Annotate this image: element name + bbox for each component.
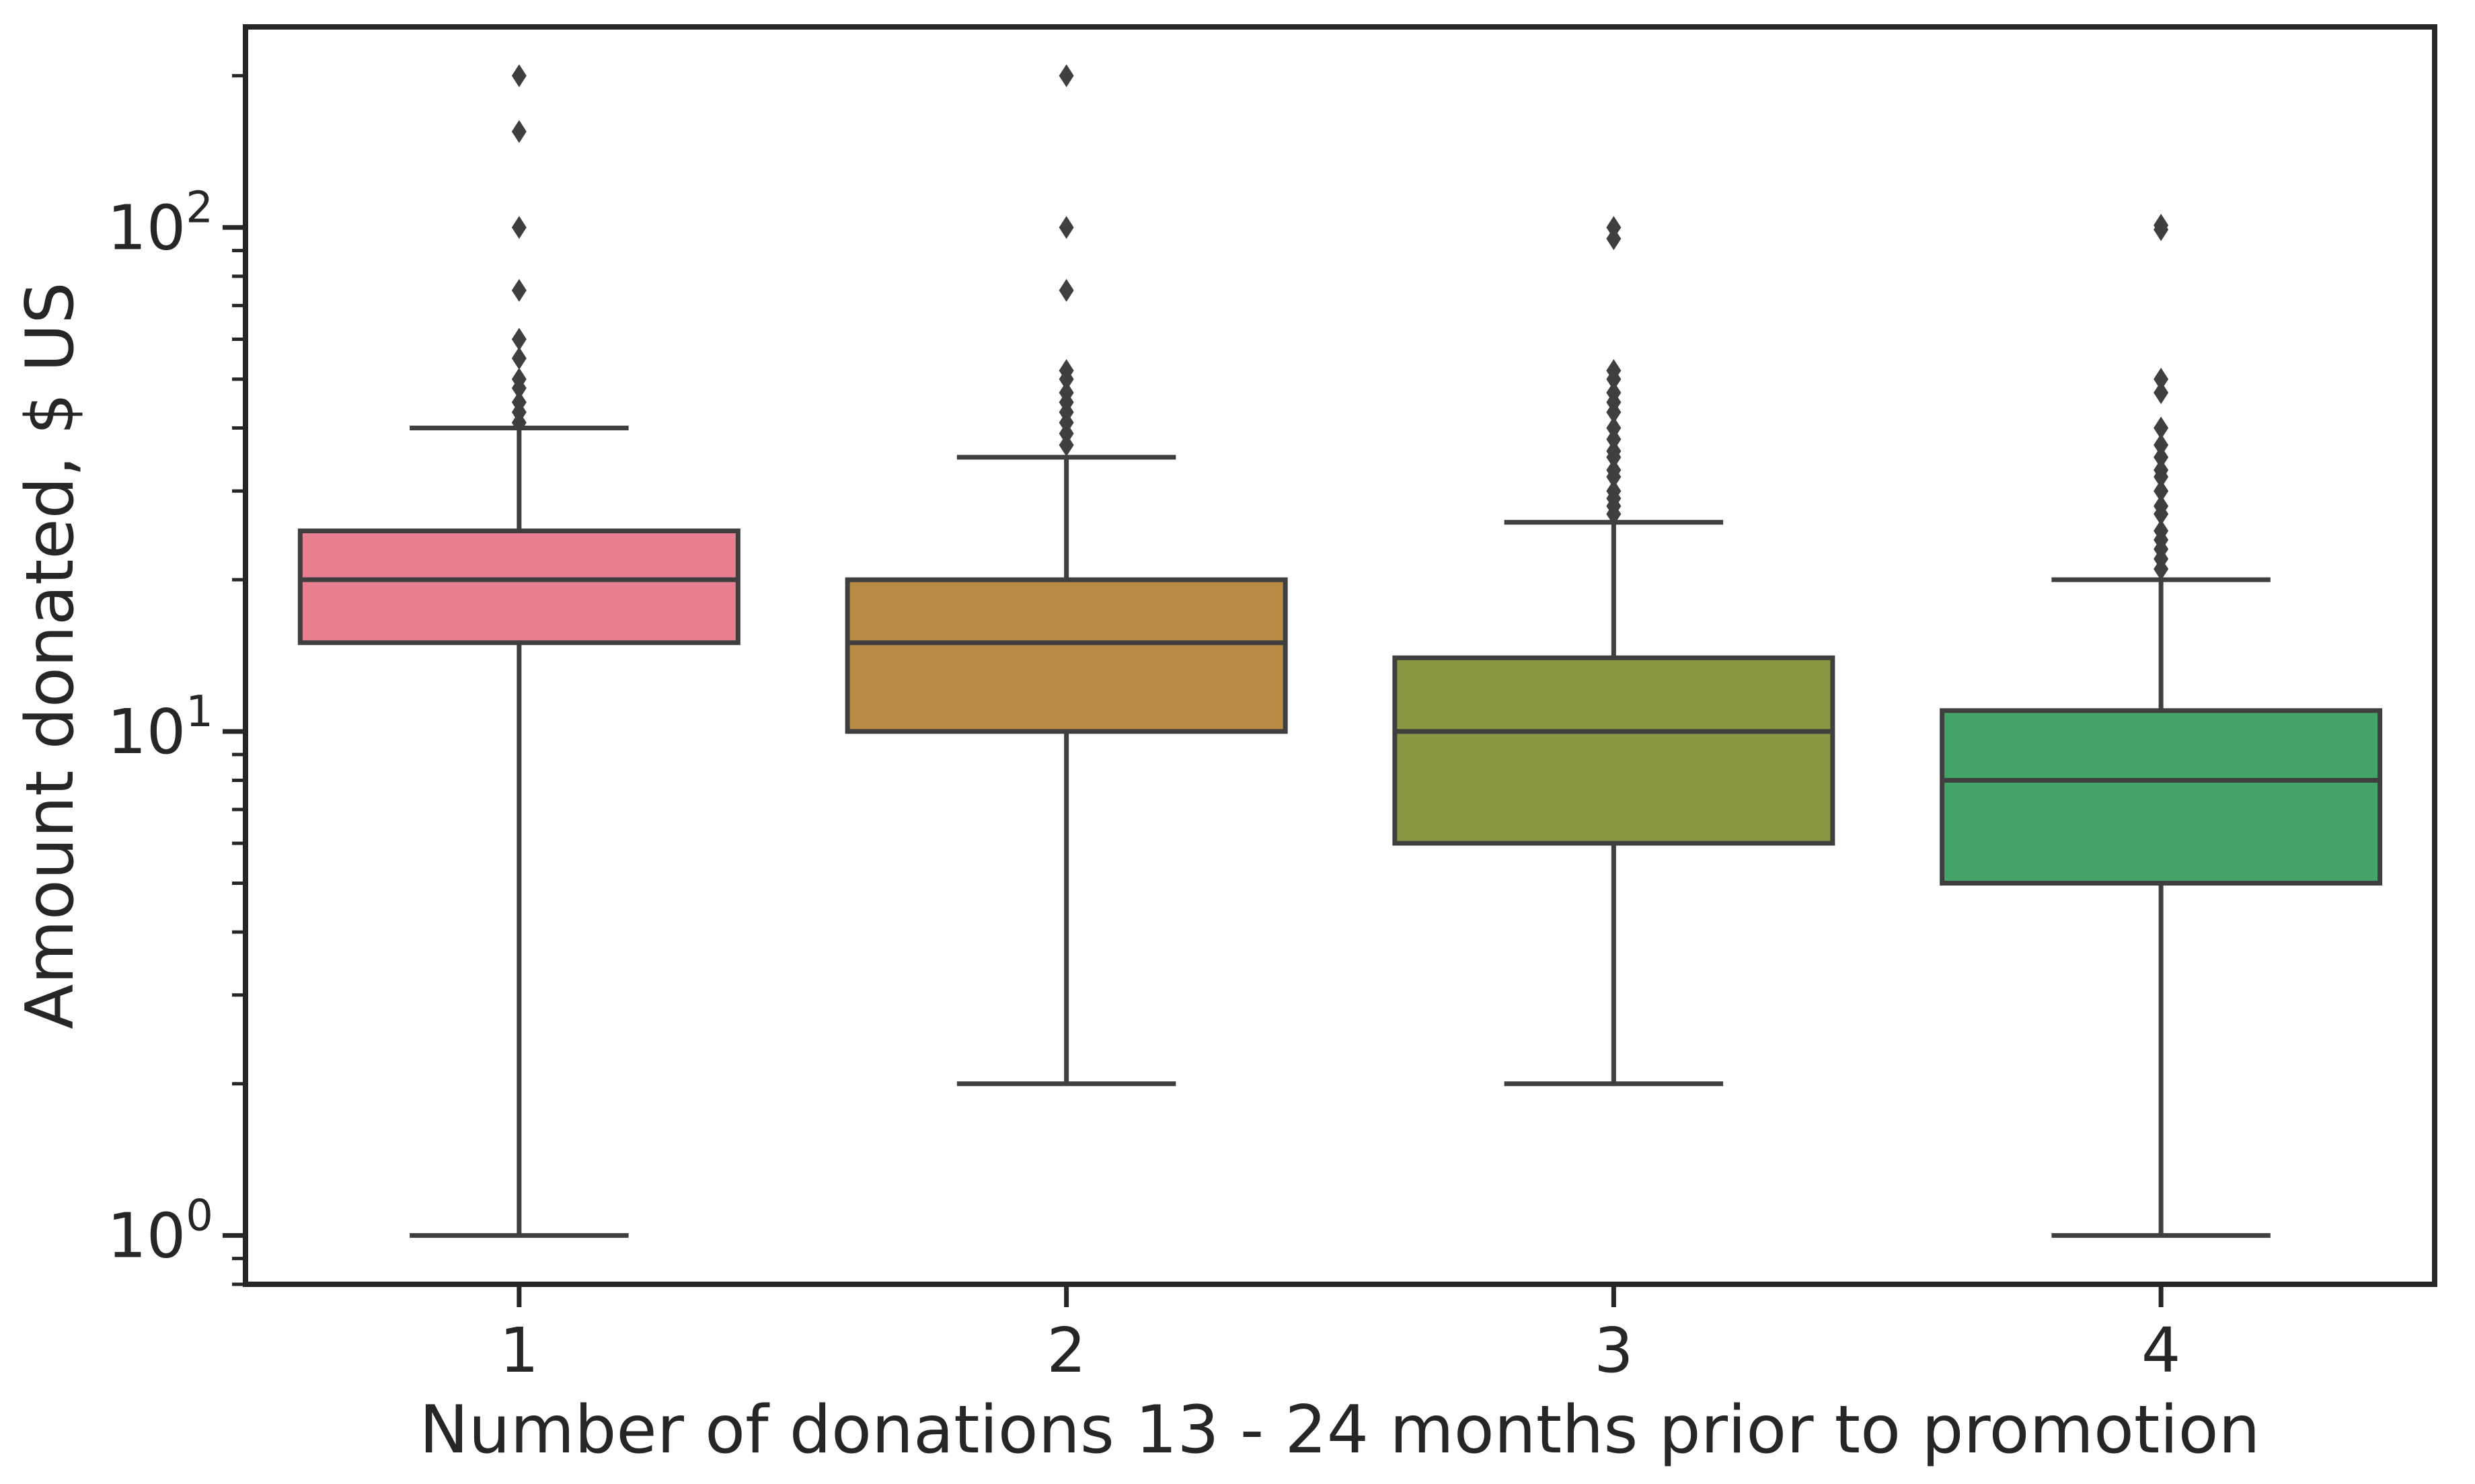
- outlier-point: [511, 278, 527, 302]
- outlier-point: [1606, 446, 1622, 469]
- box-group-2: [845, 64, 1288, 1087]
- y-tick-label: 100: [107, 1191, 213, 1272]
- outlier-point: [2154, 416, 2169, 440]
- plot-frame: [243, 24, 2437, 1287]
- box-iqr: [1940, 708, 2383, 886]
- outlier-point: [2154, 218, 2169, 241]
- box-group-3: [1392, 216, 1835, 1087]
- outlier-point: [2154, 433, 2169, 457]
- outlier-point: [1606, 367, 1622, 391]
- outlier-point: [2154, 446, 2169, 469]
- axis-layer: 100 101 102 1 2 3 4: [107, 74, 2181, 1387]
- outlier-point: [2154, 479, 2169, 503]
- outlier-point: [1606, 428, 1622, 451]
- outlier-point: [1059, 64, 1074, 87]
- outlier-point: [2154, 465, 2169, 489]
- outlier-point: [511, 120, 527, 143]
- y-tick-label: 102: [107, 183, 213, 264]
- outlier-point: [511, 64, 527, 87]
- x-tick-label: 2: [1046, 1315, 1086, 1387]
- outlier-point: [511, 327, 527, 351]
- outlier-point: [1606, 401, 1622, 424]
- outlier-point: [511, 346, 527, 370]
- outlier-point: [1059, 433, 1074, 457]
- outlier-point: [1606, 227, 1622, 250]
- outlier-point: [1606, 502, 1622, 526]
- x-tick-label: 4: [2141, 1315, 2181, 1387]
- outlier-point: [2154, 557, 2169, 581]
- y-tick-label: 101: [107, 687, 213, 768]
- box-group-4: [1940, 214, 2383, 1238]
- x-axis-label: Number of donations 13 - 24 months prior…: [419, 1392, 2260, 1469]
- outlier-point: [511, 411, 527, 434]
- outlier-point: [1059, 367, 1074, 391]
- x-tick-label: 3: [1594, 1315, 1634, 1387]
- box-iqr: [845, 577, 1288, 734]
- box-group-1: [297, 64, 740, 1238]
- outlier-point: [1059, 216, 1074, 239]
- outlier-point: [1606, 465, 1622, 489]
- plot-layer: [297, 64, 2383, 1238]
- outlier-point: [2154, 381, 2169, 405]
- box-iqr: [297, 529, 740, 646]
- outlier-point: [511, 377, 527, 400]
- outlier-point: [2154, 502, 2169, 526]
- outlier-point: [1059, 278, 1074, 302]
- outlier-point: [1059, 422, 1074, 445]
- outlier-point: [2154, 367, 2169, 391]
- x-tick-label: 1: [500, 1315, 539, 1387]
- box-iqr: [1392, 655, 1835, 846]
- outlier-point: [511, 216, 527, 239]
- y-axis-label: Amount donated, $ US: [12, 282, 89, 1029]
